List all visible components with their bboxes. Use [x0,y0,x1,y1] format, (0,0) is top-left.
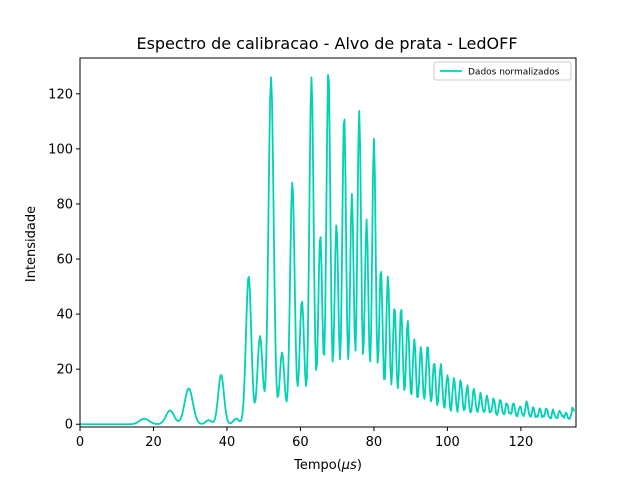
chart-title: Espectro de calibracao - Alvo de prata -… [136,34,517,53]
legend-label: Dados normalizados [468,68,560,78]
series-line-dados-normalizados [80,74,576,426]
x-tick-label: 20 [145,435,162,450]
legend: Dados normalizados [433,61,572,81]
y-tick-label: 40 [56,308,73,323]
x-tick-label: 120 [508,435,533,450]
plot-frame [79,57,577,428]
y-axis: 0 20 40 60 80 100 120 [48,87,80,433]
y-tick-label: 20 [56,363,73,378]
x-axis-label-unit: μs [341,458,357,473]
y-tick-label: 60 [56,253,73,268]
y-tick-label: 0 [65,418,73,433]
x-axis-label-close: ) [357,458,362,473]
y-tick-label: 80 [56,197,73,212]
x-axis-label: Tempo(μs) [293,458,362,473]
x-tick-label: 80 [366,435,383,450]
x-tick-label: 100 [435,435,460,450]
x-axis-label-main: Tempo( [293,458,342,473]
y-tick-label: 120 [48,87,73,102]
x-tick-label: 60 [292,435,309,450]
x-tick-label: 0 [76,435,84,450]
y-tick-label: 100 [48,142,73,157]
x-axis: 0 20 40 60 80 100 120 [76,427,533,450]
plot-area [79,57,577,428]
y-axis-label: Intensidade [24,206,39,282]
legend-box [433,61,572,81]
x-tick-label: 40 [219,435,236,450]
